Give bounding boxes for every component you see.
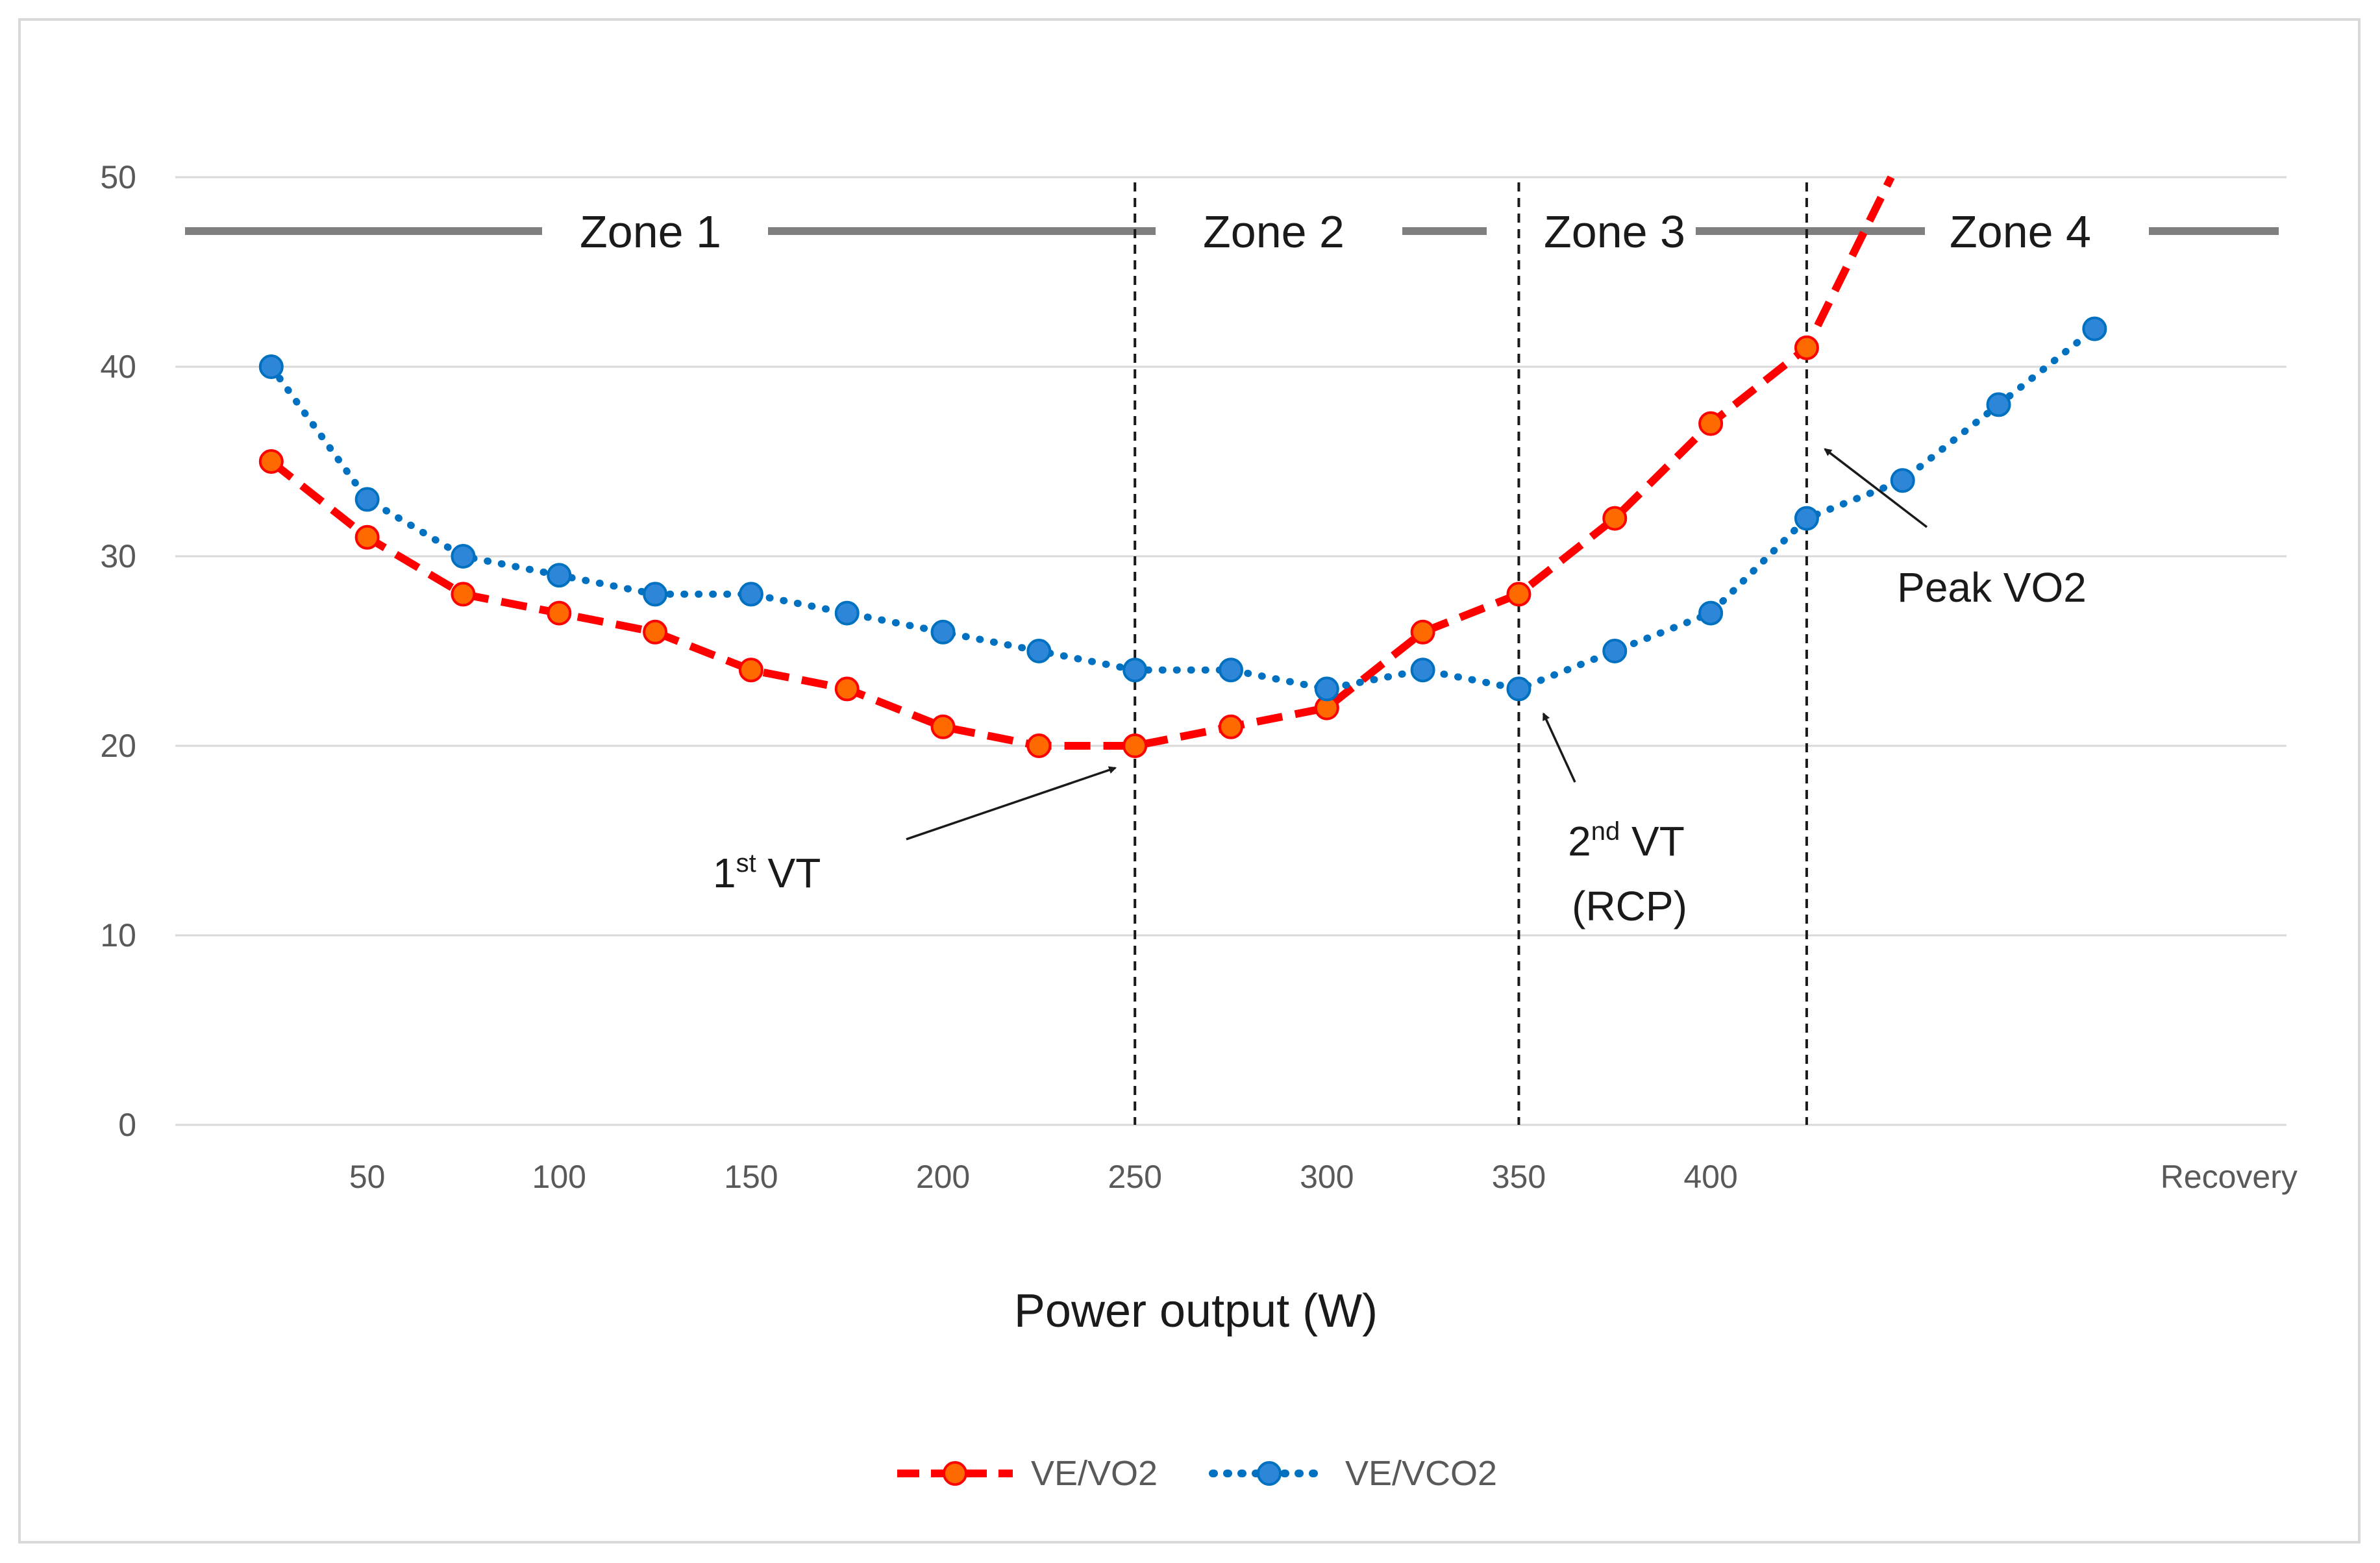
point-ve-vco2-475 <box>1986 392 2011 417</box>
annotation-2nd-vt: 2nd VT <box>1568 817 1685 865</box>
point-ve-vco2-150 <box>738 582 763 607</box>
point-ve-vo2-350 <box>1506 582 1531 607</box>
point-ve-vo2-175 <box>834 676 860 702</box>
legend-item-ve-vco2: VE/VCO2 <box>1209 1454 1497 1493</box>
annotation-1st-vt: 1st VT <box>713 849 821 896</box>
annotations: 1st VT 2nd VT (RCP) Peak VO2 <box>713 448 2087 929</box>
point-ve-vo2-225 <box>1026 733 1052 758</box>
series <box>258 175 2107 758</box>
point-ve-vo2-250 <box>1122 733 1148 758</box>
point-ve-vco2-450 <box>1890 468 1915 493</box>
zone-label-4: Zone 4 <box>1950 206 2091 257</box>
x-axis-title: Power output (W) <box>1014 1285 1378 1337</box>
point-ve-vo2-50 <box>354 524 380 550</box>
point-ve-vco2-225 <box>1026 639 1052 663</box>
x-tick-label-250: 250 <box>1108 1159 1161 1195</box>
point-ve-vo2-125 <box>643 619 668 645</box>
y-tick-label-50: 50 <box>100 159 136 195</box>
legend-label-ve-vo2: VE/VO2 <box>1031 1454 1158 1493</box>
point-ve-vo2-75 <box>451 582 476 607</box>
x-tick-label-150: 150 <box>724 1159 778 1195</box>
threshold-lines <box>1134 182 1808 1125</box>
point-ve-vco2-350 <box>1506 676 1531 702</box>
x-tick-label-50: 50 <box>349 1159 386 1195</box>
point-ve-vo2-325 <box>1410 619 1435 645</box>
legend-marker-ve-vo2 <box>943 1461 967 1486</box>
series-line-ve-vo2 <box>269 175 1895 750</box>
zone-label-2: Zone 2 <box>1203 206 1345 257</box>
legend: VE/VO2 VE/VCO2 <box>897 1454 1497 1493</box>
x-tick-label-recovery: Recovery <box>2161 1159 2298 1195</box>
point-ve-vco2-200 <box>930 619 956 645</box>
point-ve-vco2-425 <box>1794 506 1819 531</box>
series-line-ve-vco2 <box>267 325 2098 693</box>
point-ve-vco2-275 <box>1219 658 1243 683</box>
legend-item-ve-vo2: VE/VO2 <box>897 1454 1158 1493</box>
point-ve-vo2-150 <box>738 658 763 683</box>
point-ve-vo2-200 <box>930 714 956 739</box>
point-ve-vo2-25 <box>258 449 284 474</box>
point-ve-vco2-175 <box>834 600 860 626</box>
y-tick-label-10: 10 <box>100 917 136 954</box>
annotation-rcp: (RCP) <box>1572 883 1687 929</box>
legend-label-ve-vco2: VE/VCO2 <box>1345 1454 1497 1493</box>
point-ve-vco2-100 <box>547 563 572 588</box>
point-ve-vo2-400 <box>1698 411 1724 436</box>
series-ve-vco2 <box>258 316 2107 702</box>
annotation-peak-vo2: Peak VO2 <box>1897 564 2087 611</box>
zone-label-3: Zone 3 <box>1544 206 1685 257</box>
point-ve-vco2-300 <box>1314 676 1339 702</box>
y-tick-label-20: 20 <box>100 728 136 764</box>
point-ve-vco2-375 <box>1602 639 1628 663</box>
zone-label-1: Zone 1 <box>580 206 721 257</box>
annotation-arrow-2nd-vt <box>1542 712 1576 783</box>
point-ve-vco2-400 <box>1698 600 1724 626</box>
annotation-arrow-1st-vt <box>906 766 1117 841</box>
x-tick-label-400: 400 <box>1683 1159 1737 1195</box>
point-ve-vo2-425 <box>1794 335 1819 360</box>
point-ve-vo2-100 <box>547 600 572 626</box>
legend-marker-ve-vco2 <box>1257 1461 1282 1486</box>
point-ve-vco2-325 <box>1410 658 1435 683</box>
point-ve-vco2-125 <box>643 582 668 607</box>
point-ve-vco2-250 <box>1122 658 1148 683</box>
point-ve-vo2-275 <box>1219 714 1243 739</box>
point-ve-vco2-50 <box>354 487 380 512</box>
point-ve-vco2-25 <box>258 354 284 379</box>
y-tick-label-30: 30 <box>100 538 136 574</box>
point-ve-vo2-375 <box>1602 506 1628 531</box>
x-tick-label-100: 100 <box>532 1159 586 1195</box>
y-axis-ticks: 0 10 20 30 40 50 <box>100 159 136 1143</box>
y-tick-label-0: 0 <box>118 1107 136 1143</box>
point-ve-vco2-75 <box>451 544 476 569</box>
x-tick-label-200: 200 <box>916 1159 970 1195</box>
point-ve-vco2-500 <box>2082 316 2107 341</box>
zone-bands: Zone 1 Zone 2 Zone 3 Zone 4 <box>185 206 2279 257</box>
gridlines <box>175 176 2287 1126</box>
x-tick-label-300: 300 <box>1300 1159 1354 1195</box>
series-ve-vo2 <box>258 175 1895 758</box>
chart-frame <box>18 18 2361 1544</box>
x-axis-ticks: 50 100 150 200 250 300 350 400 Recovery <box>349 1159 2298 1195</box>
annotation-arrow-peak-vo2 <box>1824 448 1928 528</box>
x-tick-label-350: 350 <box>1492 1159 1546 1195</box>
y-tick-label-40: 40 <box>100 349 136 385</box>
